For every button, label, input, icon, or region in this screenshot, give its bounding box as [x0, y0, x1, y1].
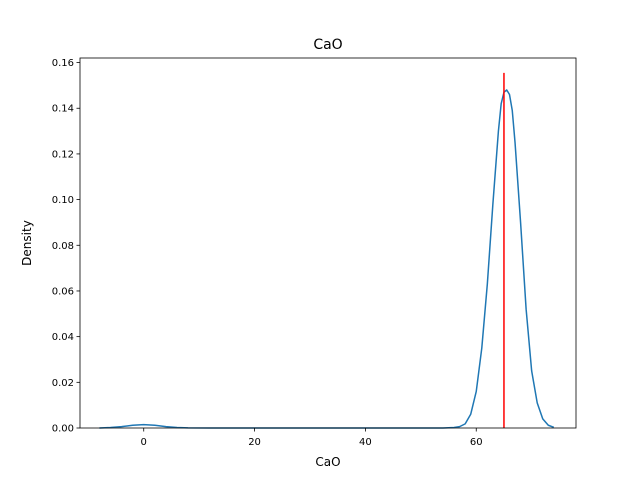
- y-tick-label: 0.02: [52, 378, 74, 389]
- y-tick-label: 0.08: [52, 241, 74, 252]
- y-tick-label: 0.06: [52, 286, 74, 297]
- x-tick-label: 0: [141, 437, 147, 448]
- y-axis-label: Density: [20, 220, 34, 266]
- kde-line-0: [99, 89, 555, 429]
- axis-ticks: 0 20 40 60 0.00 0.02 0.04 0.06 0.08 0.10 0.12 0.14 0…: [52, 58, 483, 448]
- x-tick-label: 40: [359, 437, 372, 448]
- y-tick-label: 0.14: [52, 104, 74, 115]
- y-tick-label: 0.12: [52, 149, 74, 160]
- x-tick-label: 20: [248, 437, 261, 448]
- y-tick-label: 0.00: [52, 424, 74, 435]
- y-tick-label: 0.10: [52, 195, 74, 206]
- plot-area: [99, 72, 555, 429]
- y-tick-label: 0.16: [52, 58, 74, 69]
- chart-title: CaO: [313, 37, 342, 53]
- x-tick-label: 60: [470, 437, 483, 448]
- y-tick-label: 0.04: [52, 332, 74, 343]
- x-axis-label: CaO: [315, 455, 340, 469]
- axes-frame: [79, 57, 577, 429]
